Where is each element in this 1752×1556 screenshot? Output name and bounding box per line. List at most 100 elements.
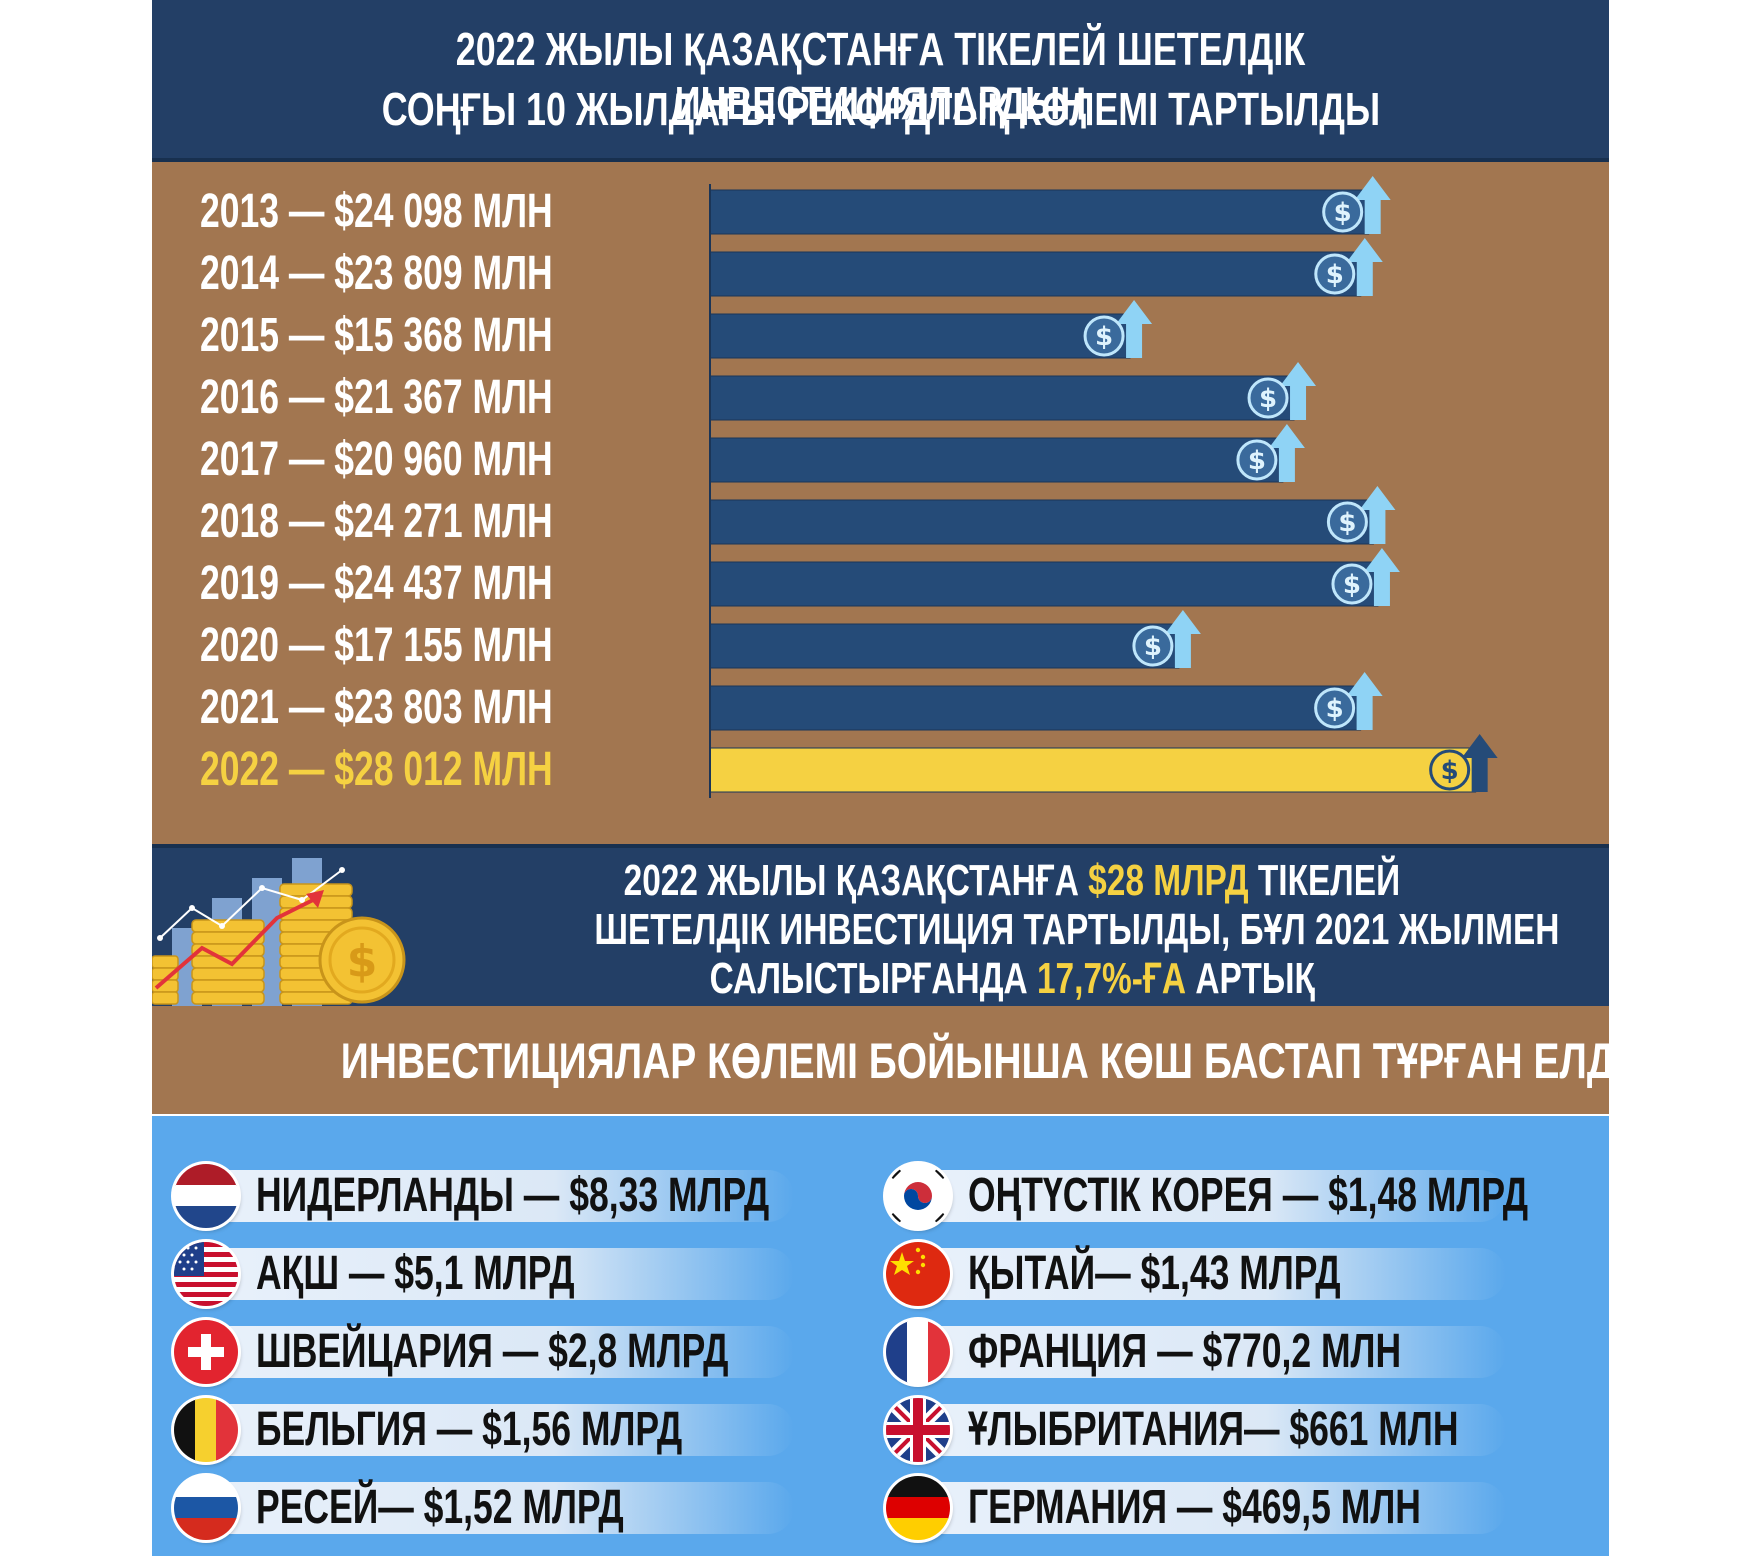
bar-label-2014: 2014 — $23 809 МЛН [200,246,677,302]
belgium-flag-icon [174,1398,238,1462]
bar-label-2022: 2022 — $28 012 МЛН [200,742,677,798]
summary-text-part: ТІКЕЛЕЙ [1248,856,1401,905]
bar-label-text: 2021 — $23 803 МЛН [200,681,553,734]
summary-highlight-amount: $28 МЛРД [1088,856,1249,905]
svg-text:$: $ [1338,508,1356,538]
dollar-coin-arrow-up-icon: $ [1083,300,1153,358]
country-pill [906,1248,1506,1300]
dollar-coin-arrow-up-icon: $ [1331,548,1400,606]
bar-2020 [709,623,1180,669]
bar-label-text: 2020 — $17 155 МЛН [200,619,553,672]
dollar-coin-arrow-up-icon: $ [1247,362,1317,420]
bar-2015 [709,313,1131,359]
country-pill [906,1404,1506,1456]
bar-label-2015: 2015 — $15 368 МЛН [200,308,677,364]
dollar-coin-arrow-up-icon: $ [1132,610,1201,668]
country-pill [906,1482,1506,1534]
svg-text:$: $ [1248,446,1266,476]
country-label: ОҢТҮСТІК КОРЕЯ — $1,48 МЛРД [968,1169,1529,1222]
bar-label-2018: 2018 — $24 271 МЛН [200,494,677,550]
headline-line-2: СОҢҒЫ 10 ЖЫЛДАҒЫ РЕКОРДТЫҚ КӨЛЕМІ ТАРТЫЛ… [381,83,1380,135]
country-label: АҚШ — $5,1 МЛРД [256,1247,575,1300]
netherlands-flag-icon [174,1164,238,1228]
country-pill [194,1404,794,1456]
china-flag-icon [886,1242,950,1306]
svg-text:$: $ [347,936,378,987]
country-pill [194,1248,794,1300]
bar-2021 [709,685,1362,731]
summary-text: 2022 ЖЫЛЫ ҚАЗАҚСТАНҒА $28 МЛРД ТІКЕЛЕЙ Ш… [442,856,1582,1003]
bar-label-2019: 2019 — $24 437 МЛН [200,556,677,612]
country-pill [194,1326,794,1378]
bar-2016 [709,375,1295,421]
bar-2017 [709,437,1284,483]
country-pill [906,1170,1506,1222]
svg-text:$: $ [1259,384,1277,414]
bar-label-2017: 2017 — $20 960 МЛН [200,432,677,488]
bar-label-text: 2014 — $23 809 МЛН [200,247,553,300]
dollar-coin-arrow-up-icon: $ [1326,486,1396,544]
country-label: ҰЛЫБРИТАНИЯ— $661 МЛН [968,1403,1459,1456]
dollar-coin-arrow-up-icon: $ [1322,176,1391,234]
summary-banner: $ 2022 ЖЫЛЫ ҚАЗАҚСТАНҒА $28 МЛРД ТІКЕЛЕЙ… [152,844,1609,1010]
bar-label-text: 2019 — $24 437 МЛН [200,557,553,610]
bar-label-2021: 2021 — $23 803 МЛН [200,680,677,736]
header-banner: 2022 ЖЫЛЫ ҚАЗАҚСТАНҒА ТІКЕЛЕЙ ШЕТЕЛДІК И… [152,0,1609,162]
country-label: БЕЛЬГИЯ — $1,56 МЛРД [256,1403,683,1456]
leaders-heading-band: ИНВЕСТИЦИЯЛАР КӨЛЕМІ БОЙЫНША КӨШ БАСТАП … [152,1006,1609,1114]
svg-text:$: $ [1095,322,1113,352]
svg-text:$: $ [1334,198,1352,228]
country-label: РЕСЕЙ— $1,52 МЛРД [256,1481,624,1534]
bar-2013 [709,189,1370,235]
bar-label-2016: 2016 — $21 367 МЛН [200,370,677,426]
bar-label-text: 2018 — $24 271 МЛН [200,495,553,548]
infographic: 2022 ЖЫЛЫ ҚАЗАҚСТАНҒА ТІКЕЛЕЙ ШЕТЕЛДІК И… [152,0,1609,1556]
country-label: ФРАНЦИЯ — $770,2 МЛН [968,1325,1402,1378]
bar-2014 [709,251,1362,297]
france-flag-icon [886,1320,950,1384]
summary-text-part: АРТЫҚ [1185,954,1315,1003]
bar-2018 [709,499,1374,545]
bar-label-text: 2016 — $21 367 МЛН [200,371,553,424]
fdi-bar-chart: $ $ $ $ $ $ $ $ $ $ 2013 — $24 098 МЛН 2014 — $23 … [152,162,1609,844]
bar-label-text: 2017 — $20 960 МЛН [200,433,553,486]
bar-label-text: 2013 — $24 098 МЛН [200,185,553,238]
dollar-coin-arrow-up-icon: $ [1236,424,1305,482]
usa-flag-icon [174,1242,238,1306]
bar-label-text: 2022 — $28 012 МЛН [200,743,553,796]
south-korea-flag-icon [886,1164,950,1228]
bar-label-2020: 2020 — $17 155 МЛН [200,618,677,674]
bar-label-2013: 2013 — $24 098 МЛН [200,184,677,240]
germany-flag-icon [886,1476,950,1540]
country-label: ШВЕЙЦАРИЯ — $2,8 МЛРД [256,1325,729,1378]
leaders-title: ИНВЕСТИЦИЯЛАР КӨЛЕМІ БОЙЫНША КӨШ БАСТАП … [340,1033,1609,1089]
bar-2022 [709,747,1477,793]
dollar-coin-arrow-up-icon: $ [1314,672,1383,730]
svg-text:$: $ [1326,694,1344,724]
headline-line-1: 2022 ЖЫЛЫ ҚАЗАҚСТАНҒА ТІКЕЛЕЙ ШЕТЕЛДІК И… [455,23,1306,129]
country-pill [194,1482,794,1534]
svg-text:$: $ [1326,260,1344,290]
country-pill [194,1170,794,1222]
countries-list: НИДЕРЛАНДЫ — $8,33 МЛРД АҚШ — $5,1 МЛРД … [152,1116,1609,1556]
summary-text-part: 2022 ЖЫЛЫ ҚАЗАҚСТАНҒА [623,856,1089,905]
country-label: ГЕРМАНИЯ — $469,5 МЛН [968,1481,1421,1534]
russia-flag-icon [174,1476,238,1540]
coins-growth-chart-icon: $ [152,858,406,1008]
svg-text:$: $ [1343,570,1361,600]
switzerland-flag-icon [174,1320,238,1384]
country-pill [906,1326,1506,1378]
country-label: НИДЕРЛАНДЫ — $8,33 МЛРД [256,1169,770,1222]
bar-chart-svg: $ $ $ $ $ $ $ $ $ $ [709,176,1498,798]
bar-label-text: 2015 — $15 368 МЛН [200,309,553,362]
summary-highlight-percent: 17,7%-ҒА [1036,954,1186,1003]
summary-text-part: САЛЫСТЫРҒАНДА [709,954,1037,1003]
svg-text:$: $ [1144,632,1162,662]
uk-flag-icon [886,1398,950,1462]
dollar-coin-arrow-up-icon: $ [1314,238,1383,296]
country-label: ҚЫТАЙ— $1,43 МЛРД [968,1247,1341,1300]
dollar-coin-arrow-up-icon: $ [1429,734,1498,792]
bar-2019 [709,561,1379,607]
svg-text:$: $ [1441,756,1459,786]
summary-text-line-2: ШЕТЕЛДІК ИНВЕСТИЦИЯ ТАРТЫЛДЫ, БҰЛ 2021 Ж… [594,905,1560,954]
